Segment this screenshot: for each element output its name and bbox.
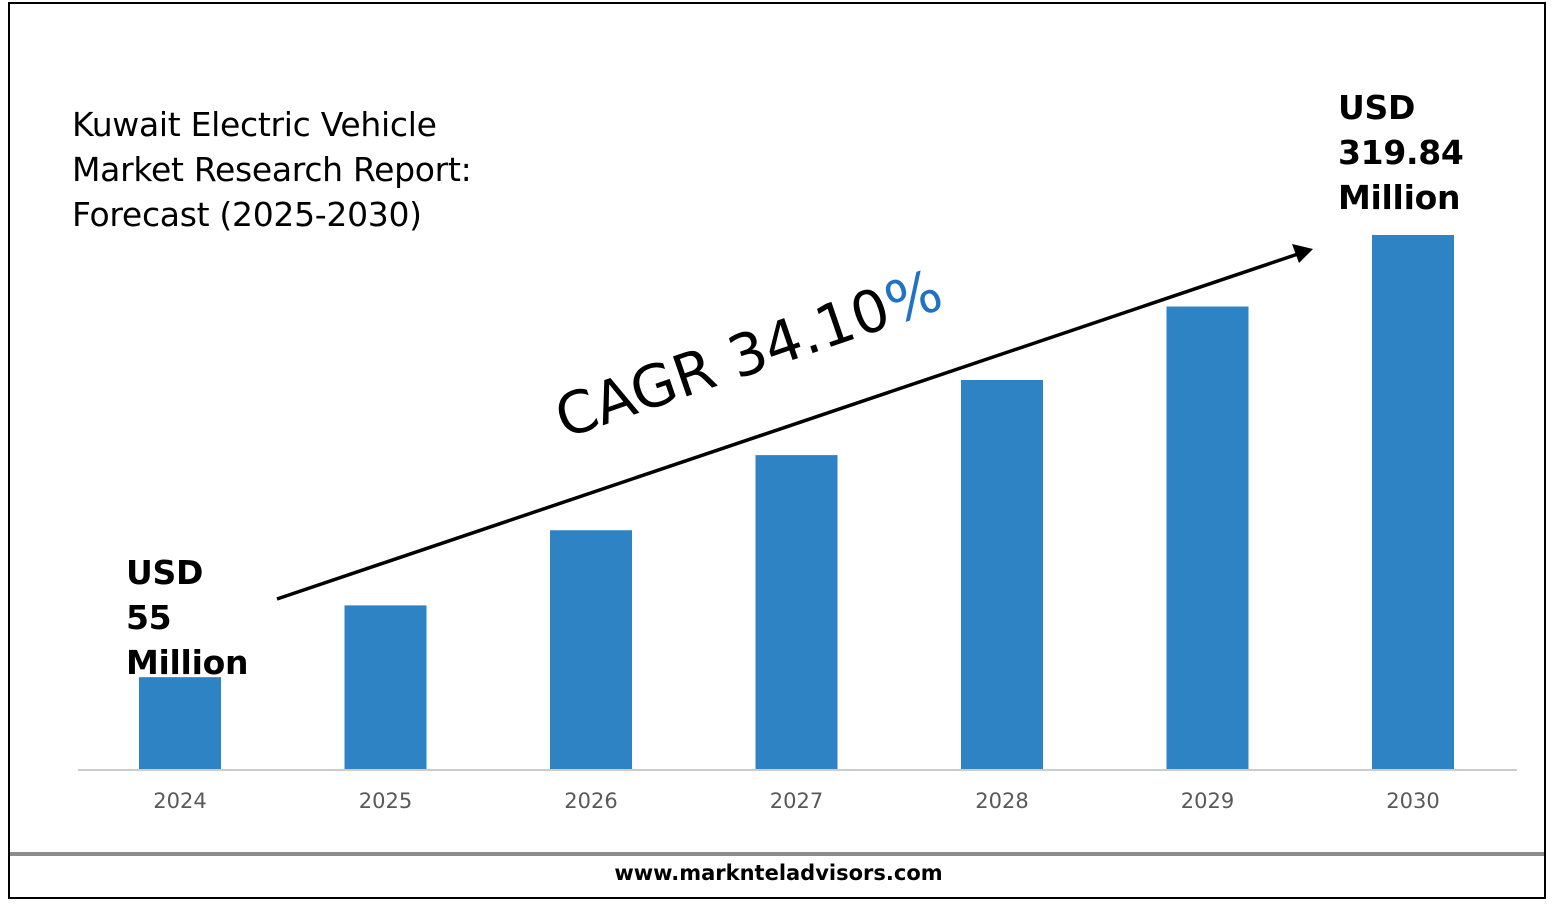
title-line-3: Forecast (2025-2030)	[72, 195, 422, 234]
x-tick-label-2027: 2027	[770, 789, 823, 813]
end-callout-value: 319.84	[1338, 133, 1464, 172]
x-tick-label-2030: 2030	[1386, 789, 1439, 813]
x-tick-labels: 2024 2025 2026 2027 2028 2029 2030	[153, 789, 1439, 813]
x-tick-label-2029: 2029	[1181, 789, 1234, 813]
start-callout-unit: Million	[126, 643, 249, 682]
footer-divider	[10, 852, 1544, 856]
x-tick-label-2025: 2025	[359, 789, 412, 813]
website-url: www.marknteladvisors.com	[614, 861, 943, 885]
bar-2027	[755, 455, 838, 769]
start-value-callout: USD 55 Million	[126, 550, 248, 685]
bar-2024	[139, 677, 221, 769]
x-tick-label-2028: 2028	[975, 789, 1028, 813]
bars-group	[139, 235, 1454, 769]
bar-2030	[1372, 235, 1454, 769]
title-line-2: Market Research Report:	[72, 150, 472, 189]
chart-title: Kuwait Electric Vehicle Market Research …	[72, 102, 472, 237]
growth-arrow	[276, 244, 1313, 601]
end-callout-unit: Million	[1338, 178, 1461, 217]
x-tick-label-2026: 2026	[564, 789, 617, 813]
x-tick-label-2024: 2024	[153, 789, 206, 813]
bar-2028	[961, 379, 1043, 769]
bar-2029	[1166, 306, 1249, 769]
start-callout-currency: USD	[126, 553, 204, 592]
arrow-head-icon	[1292, 244, 1313, 263]
end-callout-currency: USD	[1338, 88, 1416, 127]
title-line-1: Kuwait Electric Vehicle	[72, 105, 437, 144]
end-value-callout: USD 319.84 Million	[1338, 85, 1464, 220]
bar-2025	[344, 605, 427, 769]
start-callout-value: 55	[126, 598, 172, 637]
bar-2026	[550, 530, 632, 769]
